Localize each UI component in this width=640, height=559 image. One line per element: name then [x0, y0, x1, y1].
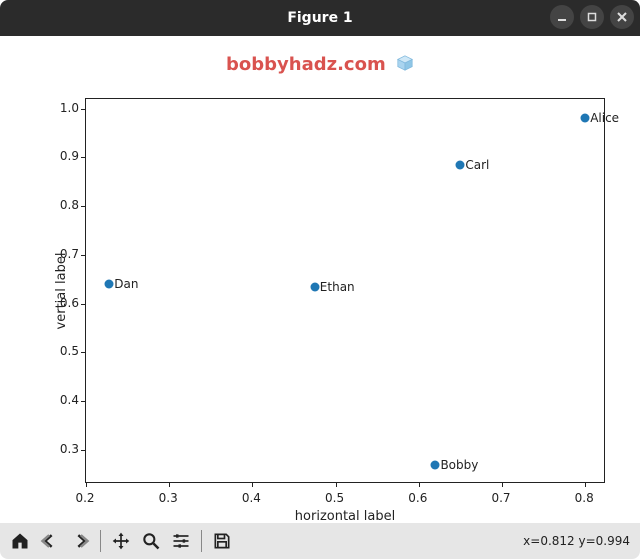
y-tick-label: 1.0 — [55, 101, 79, 115]
y-tick-label: 0.4 — [55, 393, 79, 407]
forward-button[interactable] — [66, 527, 94, 555]
x-tick-label: 0.6 — [408, 491, 427, 505]
scatter-point — [581, 114, 590, 123]
toolbar: x=0.812 y=0.994 — [0, 523, 640, 559]
scatter-point — [431, 460, 440, 469]
figure-area: bobbyhadz.com Alice Bobby Carl Dan Ethan hor… — [0, 36, 640, 523]
minimize-icon — [556, 11, 568, 23]
close-button[interactable] — [610, 5, 634, 29]
y-axis-label: vertial label — [54, 252, 69, 329]
x-tick-label: 0.7 — [491, 491, 510, 505]
window-controls — [550, 5, 634, 29]
y-tick-mark — [81, 255, 86, 256]
x-tick-mark — [502, 482, 503, 487]
scatter-point — [105, 280, 114, 289]
y-tick-mark — [81, 401, 86, 402]
minimize-button[interactable] — [550, 5, 574, 29]
x-tick-label: 0.4 — [242, 491, 261, 505]
configure-button[interactable] — [167, 527, 195, 555]
x-tick-label: 0.2 — [75, 491, 94, 505]
x-tick-label: 0.3 — [159, 491, 178, 505]
sliders-icon — [171, 531, 191, 551]
maximize-button[interactable] — [580, 5, 604, 29]
cube-icon — [396, 54, 414, 77]
y-tick-mark — [81, 206, 86, 207]
maximize-icon — [586, 11, 598, 23]
x-axis-label: horizontal label — [295, 509, 395, 524]
point-label: Ethan — [320, 280, 355, 294]
point-label: Bobby — [440, 458, 478, 472]
x-tick-mark — [419, 482, 420, 487]
home-icon — [10, 531, 30, 551]
y-tick-mark — [81, 450, 86, 451]
x-tick-mark — [169, 482, 170, 487]
home-button[interactable] — [6, 527, 34, 555]
cursor-coordinates: x=0.812 y=0.994 — [523, 534, 630, 548]
y-tick-label: 0.3 — [55, 442, 79, 456]
y-tick-mark — [81, 157, 86, 158]
x-tick-mark — [336, 482, 337, 487]
y-tick-mark — [81, 352, 86, 353]
point-label: Dan — [114, 277, 138, 291]
y-tick-label: 0.7 — [55, 247, 79, 261]
toolbar-separator — [100, 530, 101, 552]
x-tick-mark — [585, 482, 586, 487]
window: Figure 1 bobbyhadz.com Alice — [0, 0, 640, 559]
close-icon — [616, 11, 628, 23]
figure-title: bobbyhadz.com — [0, 54, 640, 77]
y-tick-mark — [81, 109, 86, 110]
toolbar-separator — [201, 530, 202, 552]
x-tick-mark — [86, 482, 87, 487]
scatter-point — [456, 160, 465, 169]
save-button[interactable] — [208, 527, 236, 555]
zoom-icon — [141, 531, 161, 551]
back-icon — [40, 531, 60, 551]
y-tick-label: 0.8 — [55, 198, 79, 212]
point-label: Carl — [465, 158, 489, 172]
figure-title-text: bobbyhadz.com — [226, 54, 386, 75]
x-tick-label: 0.5 — [325, 491, 344, 505]
save-icon — [212, 531, 232, 551]
back-button[interactable] — [36, 527, 64, 555]
plot-area[interactable]: AliceBobbyCarlDanEthan — [85, 98, 605, 483]
y-tick-mark — [81, 304, 86, 305]
scatter-point — [310, 282, 319, 291]
pan-icon — [111, 531, 131, 551]
pan-button[interactable] — [107, 527, 135, 555]
y-tick-label: 0.5 — [55, 344, 79, 358]
forward-icon — [70, 531, 90, 551]
zoom-button[interactable] — [137, 527, 165, 555]
x-tick-mark — [252, 482, 253, 487]
y-tick-label: 0.9 — [55, 149, 79, 163]
y-tick-label: 0.6 — [55, 296, 79, 310]
titlebar: Figure 1 — [0, 0, 640, 36]
point-label: Alice — [590, 111, 619, 125]
window-title: Figure 1 — [287, 10, 352, 26]
x-tick-label: 0.8 — [575, 491, 594, 505]
